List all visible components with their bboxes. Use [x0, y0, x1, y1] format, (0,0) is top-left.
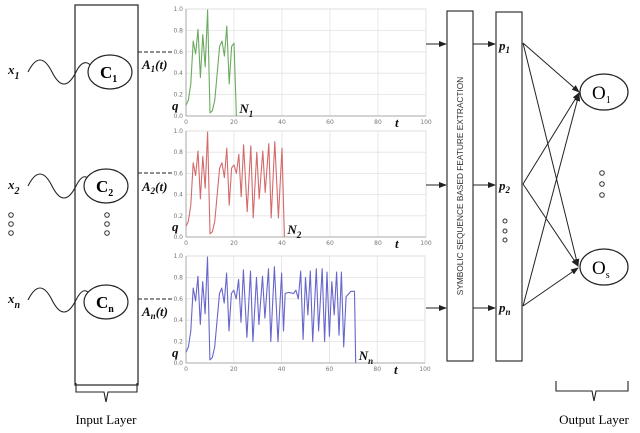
node-c1: C1 [87, 54, 133, 90]
x-axis-label: t [394, 362, 398, 377]
input-layer-brace [75, 383, 138, 403]
y-tick-label: 0.2 [173, 213, 183, 220]
y-tick-label: 0.0 [173, 113, 183, 120]
x-tick-label: 80 [373, 366, 381, 373]
series-line [185, 9, 237, 117]
x-tick-label: 100 [420, 240, 432, 247]
input-layer-box [74, 4, 139, 386]
x-tick-label: 40 [278, 119, 286, 126]
x-tick-label: 0 [184, 119, 188, 126]
x-tick-label: 0 [184, 240, 188, 247]
output-node-o1: O1 [579, 73, 629, 111]
input-label-2: x2 [7, 177, 20, 197]
y-tick-label: 0.0 [173, 360, 183, 367]
x-tick-label: 20 [230, 119, 238, 126]
y-tick-label: 0.6 [173, 49, 183, 56]
y-tick-label: 0.6 [173, 296, 183, 303]
end-label: N1 [238, 101, 253, 119]
plot-3: 0.0 0.2 0.4 0.6 0.8 1.0 0 20 40 60 80 100 q Nn t [172, 253, 431, 377]
feature-pn: pn [498, 300, 511, 317]
signal-dashes [138, 51, 174, 300]
x-axis-label: t [395, 236, 399, 251]
node-c2: C2 [83, 168, 129, 204]
x-tick-label: 100 [420, 119, 432, 126]
plot-frame [185, 255, 426, 364]
y-tick-label: 0.8 [173, 149, 183, 156]
x-tick-label: 40 [278, 366, 286, 373]
signal-label-n: An(t) [141, 304, 168, 321]
x-tick-label: 40 [278, 240, 286, 247]
node-cn: Cn [83, 284, 129, 320]
y-tick-label: 0.2 [173, 92, 183, 99]
y-tick-label: 1.0 [173, 6, 183, 13]
series-line [185, 131, 285, 238]
feature-vector-box [495, 11, 523, 362]
x-tick-label: 60 [326, 119, 334, 126]
input-wave-1 [27, 59, 97, 85]
y-tick-label: 0.8 [173, 27, 183, 34]
output-connections [522, 42, 581, 307]
input-label-n: xn [7, 291, 21, 311]
feature-p2: p2 [498, 178, 511, 195]
y-tick-label: 0.4 [173, 192, 183, 199]
end-label: N2 [286, 222, 301, 240]
x-tick-label: 100 [419, 366, 431, 373]
x-tick-label: 60 [326, 366, 334, 373]
flow-arrows [426, 41, 496, 311]
y-tick-label: 0.2 [173, 339, 183, 346]
input-wave-arrows [27, 59, 97, 313]
threshold-label: q [172, 219, 179, 234]
x-tick-label: 20 [230, 240, 238, 247]
x-tick-label: 80 [374, 240, 382, 247]
output-layer-label: Output Layer [559, 412, 629, 427]
y-tick-label: 1.0 [173, 128, 183, 135]
svg-text:Os: Os [592, 258, 610, 281]
plot-2: 0.0 0.2 0.4 0.6 0.8 1.0 0 20 40 60 80 100 q N2 t [172, 128, 432, 251]
ellipsis-dots-outputs [599, 170, 605, 198]
ellipsis-dots-features [502, 218, 508, 243]
svg-text:Cn: Cn [96, 293, 114, 315]
y-tick-label: 0.4 [173, 70, 183, 77]
signal-label-1: A1(t) [141, 57, 167, 74]
plot-1: 0.0 0.2 0.4 0.6 0.8 1.0 0 20 40 60 80 100 q N1 t [172, 6, 432, 130]
signal-label-2: A2(t) [141, 179, 167, 196]
end-label: Nn [358, 348, 373, 366]
y-tick-label: 0.4 [173, 317, 183, 324]
input-wave-2 [27, 173, 95, 199]
svg-text:O1: O1 [592, 83, 611, 106]
svg-text:C2: C2 [96, 177, 113, 199]
feature-extraction-box [446, 10, 474, 362]
threshold-label: q [172, 345, 179, 360]
feature-p1: p1 [498, 38, 510, 55]
input-wave-n [27, 287, 95, 313]
y-tick-label: 0.8 [173, 274, 183, 281]
plot-frame [185, 8, 427, 117]
threshold-label: q [172, 98, 179, 113]
x-tick-label: 0 [184, 366, 188, 373]
plot-frame [185, 130, 427, 238]
series-line [185, 256, 357, 364]
ellipsis-dots-inputs [8, 212, 110, 236]
x-axis-label: t [395, 115, 399, 130]
x-tick-label: 20 [230, 366, 238, 373]
x-tick-label: 80 [374, 119, 382, 126]
y-tick-label: 0.0 [173, 234, 183, 241]
y-tick-label: 0.6 [173, 170, 183, 177]
x-tick-label: 60 [326, 240, 334, 247]
feature-extraction-label: SYMBOLIC SEQUENCE BASED FEATURE EXTRACTI… [455, 77, 465, 295]
output-layer-brace [555, 381, 629, 402]
svg-text:C1: C1 [100, 63, 117, 85]
output-node-os: Os [579, 248, 629, 286]
y-tick-label: 1.0 [173, 253, 183, 260]
input-label-1: x1 [7, 62, 20, 82]
input-layer-label: Input Layer [75, 412, 137, 427]
